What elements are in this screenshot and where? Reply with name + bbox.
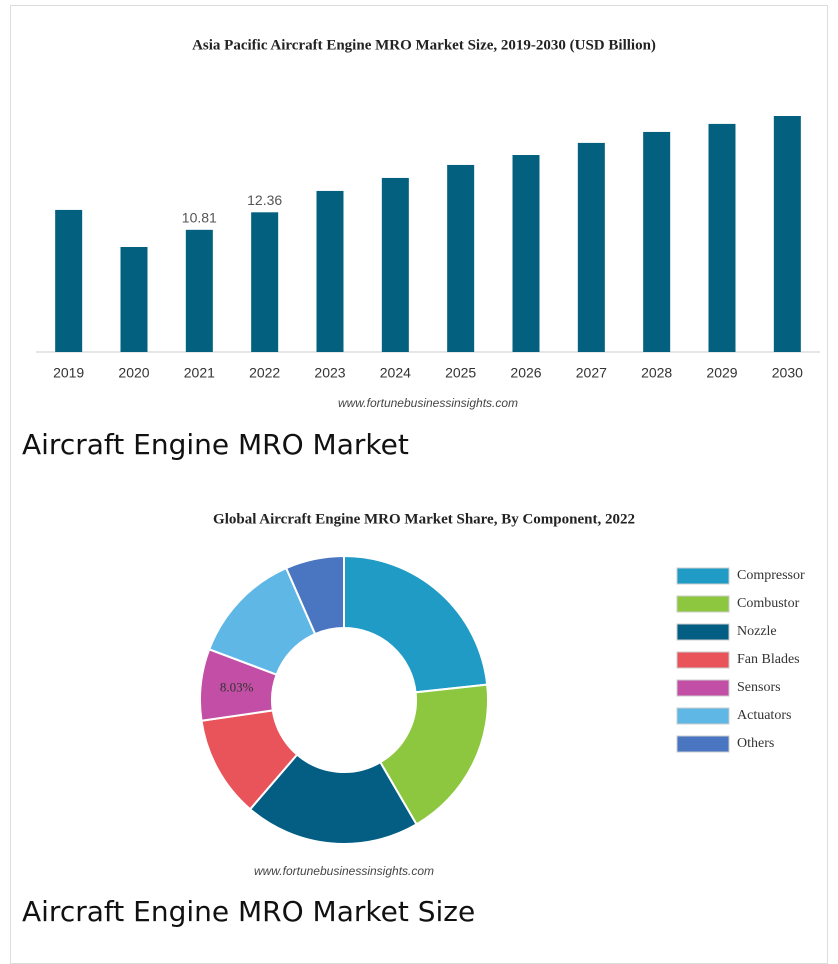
bar (381, 177, 409, 352)
x-tick-label: 2030 (772, 365, 803, 381)
legend-label: Fan Blades (737, 652, 800, 667)
bar (316, 190, 344, 352)
legend-label: Combustor (737, 596, 800, 611)
pie-chart-title: Global Aircraft Engine MRO Market Share,… (213, 511, 635, 527)
legend-swatch (676, 567, 730, 585)
bar (643, 131, 671, 352)
bar (185, 229, 213, 352)
bar (55, 209, 83, 352)
bar (708, 123, 736, 352)
x-tick-label: 2026 (510, 365, 541, 381)
x-tick-label: 2027 (576, 365, 607, 381)
legend-label: Actuators (737, 708, 791, 723)
source-text: www.fortunebusinessinsights.com (338, 396, 518, 410)
caption: Aircraft Engine MRO Market (22, 428, 409, 461)
donut-slice (378, 683, 489, 826)
data-label: 10.81 (182, 210, 217, 226)
legend-swatch (676, 595, 730, 613)
data-label: 8.03% (220, 679, 254, 694)
x-tick-label: 2029 (706, 365, 737, 381)
legend-swatch (676, 707, 730, 725)
bar (447, 164, 475, 352)
legend-swatch (676, 651, 730, 669)
x-tick-label: 2019 (53, 365, 84, 381)
x-tick-label: 2025 (445, 365, 476, 381)
legend-label: Sensors (737, 680, 781, 695)
legend-swatch (676, 735, 730, 753)
x-tick-label: 2023 (314, 365, 345, 381)
bar (120, 246, 148, 352)
x-tick-label: 2028 (641, 365, 672, 381)
bar-chart-title: Asia Pacific Aircraft Engine MRO Market … (192, 37, 656, 53)
legend-swatch (676, 679, 730, 697)
donut-slice (284, 554, 345, 636)
x-tick-label: 2022 (249, 365, 280, 381)
legend-label: Others (737, 736, 774, 751)
legend-label: Compressor (737, 568, 805, 583)
x-tick-label: 2021 (184, 365, 215, 381)
x-tick-label: 2020 (118, 365, 149, 381)
legend-label: Nozzle (737, 624, 777, 639)
bar (251, 212, 279, 352)
bar (773, 116, 801, 352)
x-tick-label: 2024 (380, 365, 411, 381)
bar (512, 154, 540, 352)
donut-slice (248, 753, 418, 845)
source-text: www.fortunebusinessinsights.com (254, 864, 434, 878)
donut-slice (343, 554, 489, 694)
bar (577, 142, 605, 352)
caption: Aircraft Engine MRO Market Size (22, 895, 475, 928)
data-label: 12.36 (247, 192, 282, 208)
legend-swatch (676, 623, 730, 641)
